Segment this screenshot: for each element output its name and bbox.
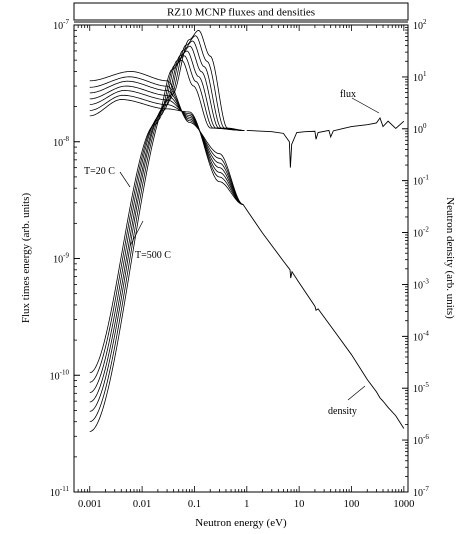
curves-layer [89,30,405,432]
y-right-tick-label: 101 [413,70,427,84]
t-low-annotation: T=20 C [84,166,115,177]
y-right-tick-label: 102 [413,18,427,32]
y-right-tick-label: 10-1 [413,174,429,188]
x-tick-label: 0.001 [78,499,102,510]
y-right-tick-label: 10-4 [413,329,429,343]
t-high-annotation: T=500 C [135,250,171,261]
density-curve [89,99,244,205]
ticks-layer [73,24,408,493]
y-right-tick-label: 100 [413,122,427,136]
chart-title: RZ10 MCNP fluxes and densities [167,7,315,19]
x-tick-label: 0.01 [133,499,151,510]
y-right-tick-label: 10-7 [413,485,429,499]
y-left-tick-label: 10-7 [53,18,69,32]
density-curve [89,94,244,205]
flux-curve [89,35,245,423]
density-annotation: density [328,406,357,417]
title-box [73,2,409,21]
y-left-tick-label: 10-9 [53,252,69,266]
flux-curve [89,59,245,374]
density-curve [89,85,244,205]
t-low-annotation-arrow [119,171,131,188]
density-curve [89,90,244,205]
flux-annotation-arrow [351,97,380,114]
density-curve [89,76,244,205]
t-high-annotation-arrow [129,220,144,247]
density-annotation-arrow [347,385,366,401]
flux-epithermal-curve [246,116,405,168]
y-axis-label-right: Neutron density (arb. units) [444,197,456,319]
density-curve [89,71,244,205]
y-right-tick-label: 10-2 [413,226,429,240]
density-tail-curve [242,204,405,429]
y-right-tick-label: 10-3 [413,277,429,291]
density-curve [89,80,244,205]
labels-layer: 0.001 0.01 0.1 1 10 100 100010-710-810-910-101… [50,18,430,510]
y-right-tick-label: 10-6 [413,433,429,447]
x-axis-label: Neutron energy (eV) [195,517,287,529]
y-left-tick-label: 10-8 [53,135,69,149]
x-tick-label: 1000 [393,499,414,510]
x-tick-label: 1 [244,499,249,510]
y-left-tick-label: 10-11 [50,485,70,499]
y-axis-label-left: Flux times energy (arb. units) [20,193,32,324]
y-right-tick-label: 10-5 [413,381,429,395]
x-tick-label: 100 [344,499,360,510]
flux-annotation: flux [340,89,356,100]
x-tick-label: 10 [294,499,305,510]
x-tick-label: 0.1 [188,499,201,510]
y-left-tick-label: 10-10 [50,368,70,382]
